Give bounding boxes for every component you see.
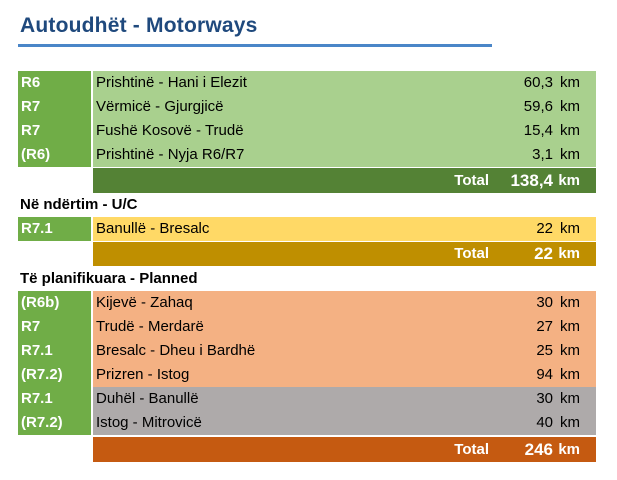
route-length: 27 <box>536 318 553 335</box>
total-label: Total <box>454 441 489 458</box>
total-row-planned: Total 246 km <box>93 437 596 462</box>
route-length: 3,1 <box>532 146 553 163</box>
route-unit: km <box>560 366 580 383</box>
section-heading-planned: Të planifikuara - Planned <box>20 270 198 287</box>
route-code: R7 <box>18 95 91 119</box>
route-length: 59,6 <box>523 98 553 115</box>
route-unit: km <box>560 220 580 237</box>
table-row: R7 Vërmicë - Gjurgjicë 59,6 km <box>18 95 596 119</box>
route-name: Istog - Mitrovicë <box>93 411 596 435</box>
route-code: (R6b) <box>18 291 91 315</box>
total-value: 138,4 <box>510 171 553 190</box>
table-row: R7 Trudë - Merdarë 27 km <box>18 315 596 339</box>
table-row: (R6) Prishtinë - Nyja R6/R7 3,1 km <box>18 143 596 167</box>
route-code: R7.1 <box>18 217 91 241</box>
route-length: 30 <box>536 390 553 407</box>
total-row-under-construction: Total 22 km <box>93 242 596 266</box>
route-length: 30 <box>536 294 553 311</box>
table-row: R7.1 Duhël - Banullë 30 km <box>18 387 596 411</box>
route-code: R7.1 <box>18 339 91 363</box>
page-title: Autoudhët - Motorways <box>20 14 258 37</box>
route-name: Vërmicë - Gjurgjicë <box>93 95 596 119</box>
table-row: R7.1 Bresalc - Dheu i Bardhë 25 km <box>18 339 596 363</box>
route-unit: km <box>560 98 580 115</box>
total-value: 246 <box>524 440 553 459</box>
route-unit: km <box>560 122 580 139</box>
route-name: Prishtinë - Nyja R6/R7 <box>93 143 596 167</box>
table-row: R7.1 Banullë - Bresalc 22 km <box>18 217 596 241</box>
total-value: 22 <box>534 244 553 263</box>
route-unit: km <box>560 294 580 311</box>
table-row: (R7.2) Istog - Mitrovicë 40 km <box>18 411 596 435</box>
table-row: R6 Prishtinë - Hani i Elezit 60,3 km <box>18 71 596 95</box>
section-heading-under-construction: Në ndërtim - U/C <box>20 196 138 213</box>
route-name: Duhël - Banullë <box>93 387 596 411</box>
route-name: Prishtinë - Hani i Elezit <box>93 71 596 95</box>
total-row-existing: Total 138,4 km <box>93 168 596 193</box>
route-code: (R7.2) <box>18 363 91 387</box>
route-unit: km <box>560 414 580 431</box>
route-unit: km <box>560 74 580 91</box>
route-length: 25 <box>536 342 553 359</box>
route-code: R7 <box>18 119 91 143</box>
route-unit: km <box>560 390 580 407</box>
route-length: 94 <box>536 366 553 383</box>
title-underline <box>18 44 492 47</box>
route-code: R7 <box>18 315 91 339</box>
total-label: Total <box>454 245 489 262</box>
route-code: (R6) <box>18 143 91 167</box>
route-name: Trudë - Merdarë <box>93 315 596 339</box>
route-name: Banullë - Bresalc <box>93 217 596 241</box>
table-row: (R7.2) Prizren - Istog 94 km <box>18 363 596 387</box>
route-name: Prizren - Istog <box>93 363 596 387</box>
route-name: Kijevë - Zahaq <box>93 291 596 315</box>
route-length: 60,3 <box>523 74 553 91</box>
route-unit: km <box>560 146 580 163</box>
route-name: Bresalc - Dheu i Bardhë <box>93 339 596 363</box>
total-unit: km <box>558 441 580 458</box>
total-unit: km <box>558 245 580 262</box>
table-row: (R6b) Kijevë - Zahaq 30 km <box>18 291 596 315</box>
route-unit: km <box>560 342 580 359</box>
total-label: Total <box>454 172 489 189</box>
total-unit: km <box>558 172 580 189</box>
route-code: (R7.2) <box>18 411 91 435</box>
route-unit: km <box>560 318 580 335</box>
route-length: 22 <box>536 220 553 237</box>
route-length: 40 <box>536 414 553 431</box>
route-code: R7.1 <box>18 387 91 411</box>
route-length: 15,4 <box>523 122 553 139</box>
route-code: R6 <box>18 71 91 95</box>
table-row: R7 Fushë Kosovë - Trudë 15,4 km <box>18 119 596 143</box>
route-name: Fushë Kosovë - Trudë <box>93 119 596 143</box>
